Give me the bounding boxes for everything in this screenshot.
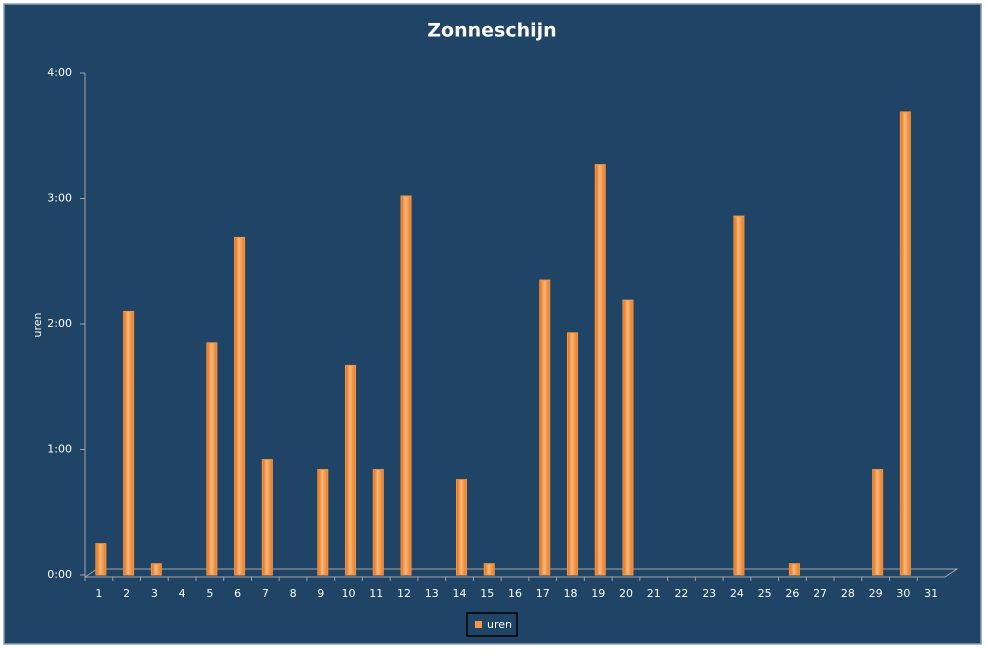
bar [400,195,412,576]
x-tick-label: 30 [896,587,910,600]
x-tick-label: 10 [342,587,356,600]
x-tick-label: 14 [453,587,467,600]
bar [95,543,107,576]
x-tick-label: 21 [647,587,661,600]
legend-swatch [475,621,482,628]
x-tick-label: 29 [869,587,883,600]
y-tick-label: 4:00 [47,66,72,79]
y-axis-title: uren [31,312,44,337]
x-tick-label: 28 [841,587,855,600]
x-tick-label: 19 [591,587,605,600]
bar [123,310,135,576]
bar [594,164,606,576]
x-tick-label: 31 [924,587,938,600]
y-tick-label: 2:00 [47,317,72,330]
x-tick-label: 27 [813,587,827,600]
y-tick-label: 0:00 [47,568,72,581]
bar [206,342,218,576]
x-tick-label: 4 [179,587,186,600]
bar [345,364,357,576]
x-tick-label: 23 [702,587,716,600]
bar [483,563,495,576]
x-tick-label: 5 [206,587,213,600]
x-tick-label: 2 [123,587,130,600]
x-tick-label: 13 [425,587,439,600]
bar [372,469,384,576]
y-tick-label: 1:00 [47,443,72,456]
bar [539,279,551,576]
x-tick-label: 7 [262,587,269,600]
x-tick-label: 16 [508,587,522,600]
legend: uren [466,612,518,637]
y-tick-label: 3:00 [47,192,72,205]
legend-box [466,612,518,637]
chart-background [3,3,982,645]
bar [456,479,468,576]
x-tick-label: 11 [369,587,383,600]
x-tick-label: 8 [290,587,297,600]
bar [317,469,329,576]
x-tick-label: 6 [234,587,241,600]
bar [622,299,634,576]
x-tick-label: 3 [151,587,158,600]
x-tick-label: 26 [785,587,799,600]
bar [788,563,800,576]
bar [733,215,745,576]
chart-title: Zonneschijn [427,20,556,42]
x-tick-label: 20 [619,587,633,600]
bar [261,459,273,576]
x-tick-label: 1 [95,587,102,600]
bar [566,332,578,576]
floor [84,568,959,578]
bar [234,236,246,576]
x-tick-label: 22 [674,587,688,600]
x-tick-label: 18 [563,587,577,600]
bar [872,469,884,576]
x-tick-label: 12 [397,587,411,600]
bar [899,111,911,576]
bar [150,563,162,576]
x-tick-label: 15 [480,587,494,600]
legend-label: uren [487,618,512,631]
x-tick-label: 24 [730,587,744,600]
x-tick-label: 9 [317,587,324,600]
x-tick-label: 25 [758,587,772,600]
x-tick-label: 17 [536,587,550,600]
